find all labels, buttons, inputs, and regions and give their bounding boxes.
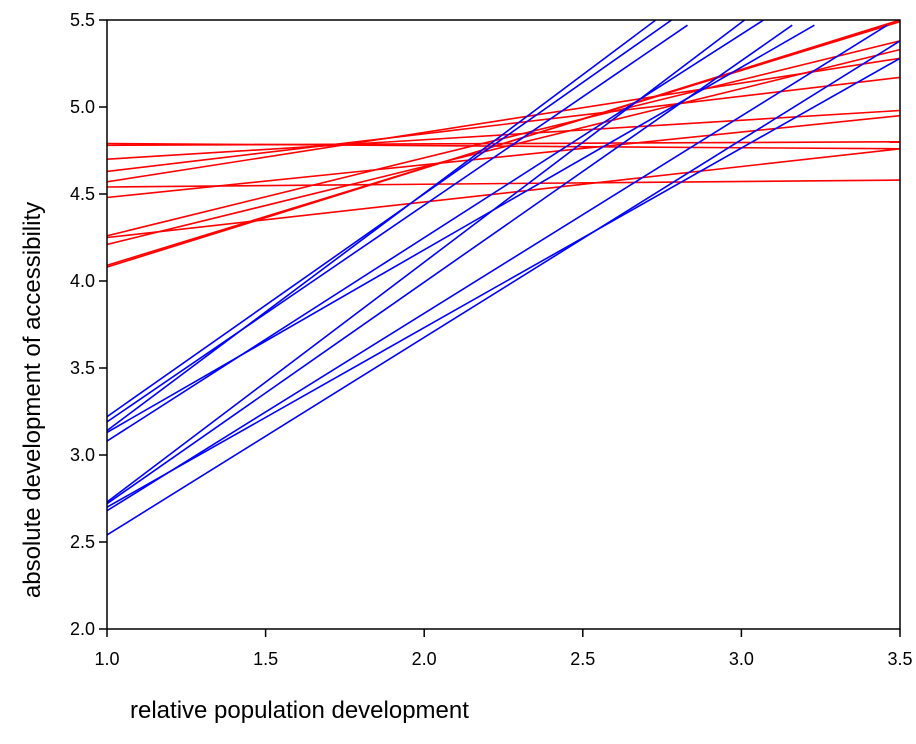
y-tick-label: 2.5 bbox=[70, 532, 95, 552]
x-axis-title: relative population development bbox=[130, 697, 469, 724]
series-line-13 bbox=[107, 20, 673, 418]
series-line-10 bbox=[107, 48, 900, 246]
series-layer bbox=[107, 20, 900, 536]
y-tick-label: 5.0 bbox=[70, 97, 95, 117]
series-line-19 bbox=[107, 24, 793, 505]
y-tick-label: 3.5 bbox=[70, 358, 95, 378]
series-line-9 bbox=[107, 148, 900, 239]
series-line-15 bbox=[107, 20, 657, 432]
y-axis: 2.0 2.5 3.0 3.5 4.0 4.5 5.0 5.5 bbox=[70, 10, 107, 639]
x-tick-label: 3.5 bbox=[887, 649, 912, 669]
series-line-17 bbox=[107, 20, 765, 442]
series-line-4 bbox=[107, 76, 900, 173]
series-line-5 bbox=[107, 57, 900, 183]
x-tick-label: 1.0 bbox=[94, 649, 119, 669]
x-tick-label: 1.5 bbox=[253, 649, 278, 669]
series-line-12 bbox=[107, 20, 900, 268]
x-tick-label: 2.5 bbox=[570, 649, 595, 669]
y-tick-label: 2.0 bbox=[70, 619, 95, 639]
y-tick-label: 4.0 bbox=[70, 271, 95, 291]
series-line-21 bbox=[107, 40, 900, 536]
series-line-6 bbox=[107, 179, 900, 188]
series-line-20 bbox=[107, 24, 888, 512]
y-tick-label: 3.0 bbox=[70, 445, 95, 465]
series-line-7 bbox=[107, 114, 900, 199]
series-line-18 bbox=[107, 20, 746, 503]
x-tick-label: 3.0 bbox=[729, 649, 754, 669]
series-line-22 bbox=[107, 57, 900, 508]
x-tick-label: 2.0 bbox=[412, 649, 437, 669]
x-axis: 1.0 1.5 2.0 2.5 3.0 3.5 bbox=[94, 629, 913, 669]
y-axis-title: absolute development of accessibility bbox=[19, 202, 46, 598]
y-tick-label: 4.5 bbox=[70, 184, 95, 204]
plot-frame bbox=[106, 19, 901, 630]
series-line-16 bbox=[107, 24, 815, 434]
series-line-14 bbox=[107, 24, 688, 423]
y-tick-label: 5.5 bbox=[70, 10, 95, 30]
